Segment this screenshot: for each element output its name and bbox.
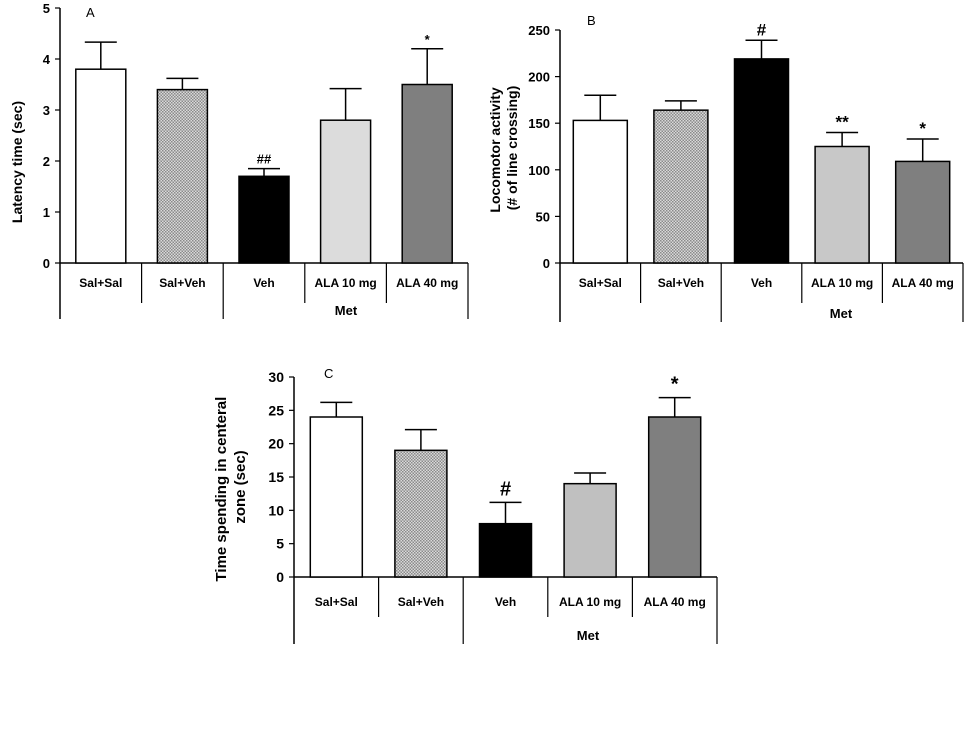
panel-label-b: B — [587, 13, 596, 28]
x-tick-label: ALA 40 mg — [644, 595, 706, 609]
bar-ala-10-mg — [814, 145, 870, 264]
y-tick-label: 0 — [43, 256, 50, 271]
panel-c-chart: 0 5 10 15 20 25 30 Sal+Sal Sal+Veh Veh ALA 10 mg AL… — [213, 366, 718, 644]
bar-veh — [238, 175, 290, 264]
y-tick-label: 3 — [43, 103, 50, 118]
y-axis-label-b-line-1: Locomotor activity — [487, 87, 503, 212]
y-tick-label: 250 — [528, 23, 550, 38]
x-tick-label: ALA 10 mg — [811, 276, 873, 290]
x-tick-label: Sal+Sal — [579, 276, 622, 290]
panel-label-a: A — [86, 5, 95, 20]
significance-mark: * — [919, 119, 926, 138]
bar-sal-veh — [653, 109, 709, 264]
x-tick-label: Sal+Veh — [658, 276, 704, 290]
y-tick-label: 150 — [528, 116, 550, 131]
x-tick-label: Sal+Veh — [159, 276, 205, 290]
y-tick-label: 5 — [276, 536, 284, 552]
bar-sal-sal — [572, 119, 629, 264]
significance-mark: ## — [257, 152, 272, 167]
y-tick-label: 30 — [268, 369, 284, 385]
significance-mark: ** — [835, 113, 849, 132]
group-label-a: Met — [335, 303, 358, 318]
y-tick-label: 1 — [43, 205, 50, 220]
bar-ala-40-mg — [401, 83, 453, 264]
significance-mark: * — [671, 374, 679, 396]
y-tick-label: 20 — [268, 436, 284, 452]
y-tick-label: 15 — [268, 469, 284, 485]
x-tick-label: Veh — [495, 595, 516, 609]
y-axis-label-c-line-1: Time spending in centeral — [213, 397, 230, 582]
y-tick-label: 2 — [43, 154, 50, 169]
panel-label-c: C — [324, 366, 333, 381]
x-tick-label: ALA 40 mg — [892, 276, 954, 290]
x-tick-label: ALA 10 mg — [314, 276, 376, 290]
x-tick-label: ALA 10 mg — [559, 595, 621, 609]
bar-ala-10-mg — [563, 482, 617, 578]
x-tick-label: ALA 40 mg — [396, 276, 458, 290]
bar-ala-10-mg — [319, 119, 372, 264]
y-axis-label-b: Locomotor activity (# of line crossing) — [487, 83, 520, 212]
panel-b-chart: 0 50 100 150 200 250 Sal+Sal Sal+Veh Veh ALA 10 m… — [487, 13, 964, 322]
group-label-b: Met — [830, 306, 853, 321]
x-tick-label: Veh — [751, 276, 772, 290]
y-axis-label-a: Latency time (sec) — [9, 101, 25, 223]
y-tick-label: 100 — [528, 163, 550, 178]
y-tick-label: 10 — [268, 502, 284, 518]
bar-sal-sal — [309, 416, 364, 578]
y-axis-label-a-line-1: Latency time (sec) — [9, 101, 25, 223]
y-tick-label: 0 — [276, 569, 284, 585]
bar-veh — [478, 522, 533, 578]
y-tick-label: 25 — [268, 402, 284, 418]
bar-sal-sal — [75, 68, 127, 264]
bar-sal-veh — [156, 88, 209, 264]
bar-ala-40-mg — [647, 416, 702, 578]
y-tick-label: 50 — [536, 209, 550, 224]
panel-a-chart: 0 1 2 3 4 5 Sal+Sal Sal+Veh Veh ALA 10 mg ALA 40 m… — [9, 1, 469, 319]
y-tick-label: 200 — [528, 70, 550, 85]
y-tick-label: 5 — [43, 1, 50, 16]
y-tick-label: 0 — [543, 256, 550, 271]
y-axis-label-c: Time spending in centeral zone (sec) — [213, 393, 249, 582]
bar-ala-40-mg — [894, 160, 951, 264]
significance-mark: # — [757, 20, 767, 39]
x-tick-label: Sal+Sal — [79, 276, 122, 290]
y-axis-label-b-line-2: (# of line crossing) — [504, 86, 520, 210]
bar-veh — [733, 58, 790, 264]
x-tick-label: Sal+Sal — [315, 595, 358, 609]
y-axis-label-c-line-2: zone (sec) — [232, 450, 249, 523]
group-label-c: Met — [577, 628, 600, 643]
bar-sal-veh — [394, 449, 448, 578]
y-tick-label: 4 — [43, 52, 51, 67]
x-tick-label: Veh — [253, 276, 274, 290]
significance-mark: # — [500, 478, 511, 500]
x-tick-label: Sal+Veh — [398, 595, 444, 609]
significance-mark: * — [425, 32, 431, 47]
